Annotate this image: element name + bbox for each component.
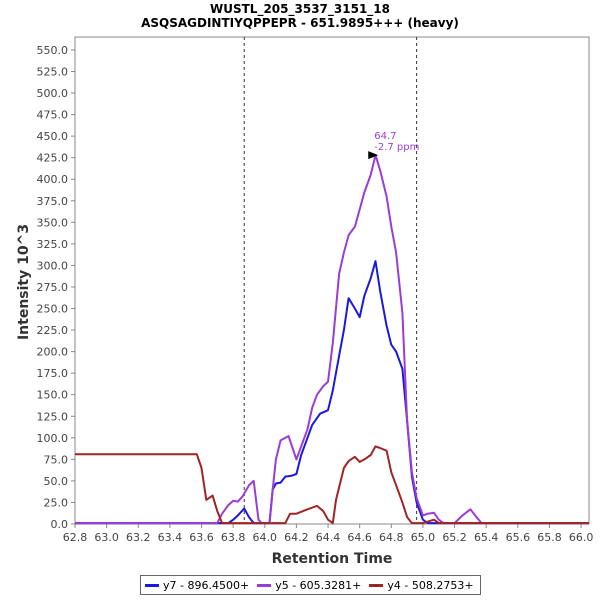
y-tick-label: 200.0 [37, 346, 69, 359]
y-tick-label: 150.0 [37, 389, 69, 402]
y-tick-label: 0.0 [51, 518, 69, 531]
x-tick-label: 64.0 [253, 531, 278, 544]
x-tick-label: 63.0 [94, 531, 119, 544]
chart-title: WUSTL_205_3537_3151_18 [210, 2, 390, 17]
legend-swatch [369, 583, 384, 587]
x-tick-label: 65.0 [411, 531, 436, 544]
x-tick-label: 63.8 [221, 531, 246, 544]
series-line-y5 [75, 154, 589, 525]
x-tick-label: 63.4 [158, 531, 183, 544]
y-tick-label: 275.0 [37, 281, 69, 294]
x-tick-label: 64.8 [379, 531, 404, 544]
annotation-ppm: -2.7 ppm [374, 142, 419, 153]
y-tick-label: 350.0 [37, 216, 69, 229]
x-tick-label: 64.6 [347, 531, 372, 544]
plot-area [74, 36, 590, 525]
legend-item-y4: y4 - 508.2753+ [369, 578, 474, 592]
y-tick-label: 250.0 [37, 303, 69, 316]
x-tick-label: 66.0 [569, 531, 594, 544]
y-axis: 0.0 25.0 50.0 75.0 100.0 125.0 150.0 175.0 200.0… [37, 44, 75, 531]
y-tick-label: 525.0 [37, 65, 69, 78]
x-tick-label: 63.6 [189, 531, 214, 544]
peak-arrow-icon [368, 151, 379, 160]
y-axis-title: Intensity 10^3 [16, 224, 32, 340]
chart-subtitle: ASQSAGDINTIYQPPEPR - 651.9895+++ (heavy) [141, 16, 459, 30]
x-tick-label: 65.8 [537, 531, 562, 544]
legend: y7 - 896.4500+ y5 - 605.3281+ y4 - 508.2… [140, 575, 481, 595]
x-tick-label: 65.6 [506, 531, 531, 544]
y-tick-label: 475.0 [37, 109, 69, 122]
y-tick-label: 300.0 [37, 259, 69, 272]
legend-label-y4: y4 - 508.2753+ [387, 578, 474, 592]
legend-swatch [257, 583, 272, 587]
y-tick-label: 25.0 [44, 496, 69, 509]
y-tick-label: 450.0 [37, 130, 69, 143]
x-tick-label: 62.8 [63, 531, 88, 544]
x-tick-label: 65.4 [474, 531, 499, 544]
x-tick-label: 64.2 [284, 531, 309, 544]
x-tick-label: 63.2 [126, 531, 151, 544]
y-tick-label: 500.0 [37, 87, 69, 100]
y-tick-label: 425.0 [37, 152, 69, 165]
x-tick-label: 65.2 [442, 531, 467, 544]
y-tick-label: 125.0 [37, 410, 69, 423]
legend-item-y7: y7 - 896.4500+ [145, 579, 249, 592]
y-tick-label: 50.0 [44, 475, 69, 488]
y-tick-label: 75.0 [44, 453, 69, 466]
peak-annotation: 64.7 -2.7 ppm [368, 131, 419, 160]
annotation-rt: 64.7 [374, 131, 396, 142]
y-tick-label: 175.0 [37, 367, 69, 380]
y-tick-label: 325.0 [37, 238, 69, 251]
legend-item-y5: y5 - 605.3281+ [257, 579, 361, 592]
y-tick-label: 400.0 [37, 173, 69, 186]
series-line-y4 [75, 445, 589, 525]
legend-label-y7: y7 - 896.4500+ [163, 578, 250, 592]
legend-swatch [145, 583, 159, 587]
series-layer [75, 154, 589, 525]
legend-label-y5: y5 - 605.3281+ [275, 578, 362, 592]
x-axis: 62.8 63.0 63.2 63.4 63.6 63.8 64.0 64.2 64.4 64.6… [63, 524, 594, 544]
x-axis-title: Retention Time [272, 551, 393, 567]
y-tick-label: 100.0 [37, 432, 69, 445]
y-tick-label: 375.0 [37, 195, 69, 208]
x-tick-label: 64.4 [316, 531, 341, 544]
y-tick-label: 225.0 [37, 324, 69, 337]
y-tick-label: 550.0 [37, 44, 69, 57]
